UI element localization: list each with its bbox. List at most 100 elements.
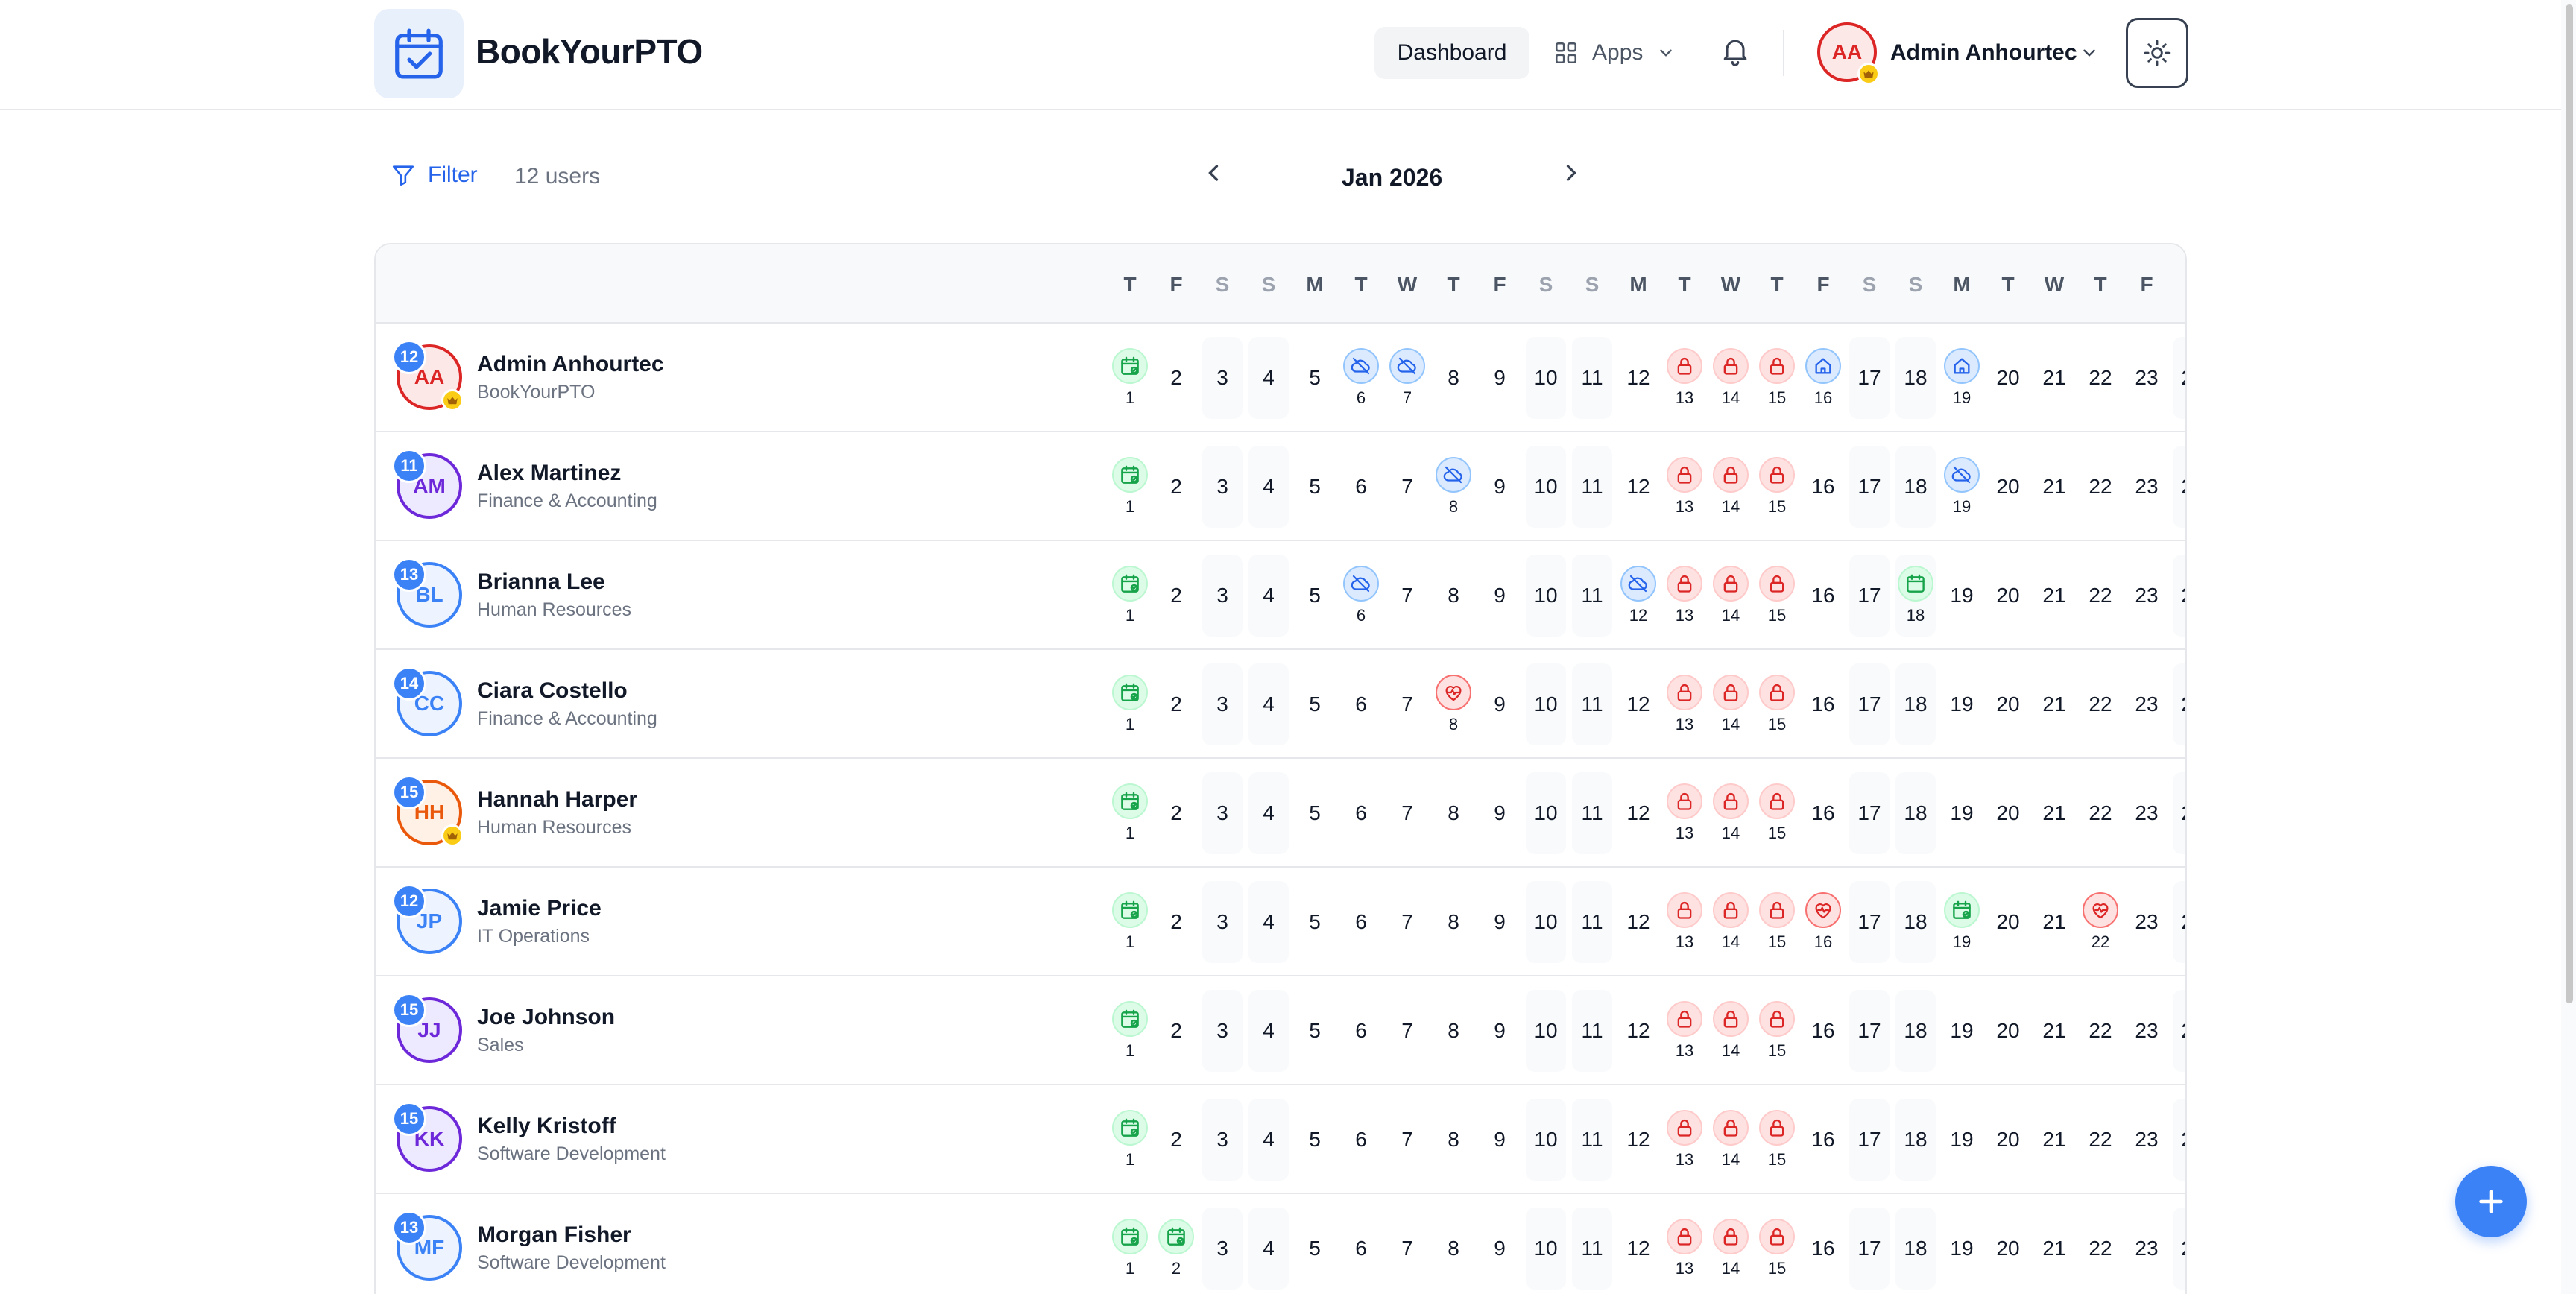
day-cell[interactable]: 21	[2034, 881, 2074, 963]
calendar-check-icon[interactable]	[1112, 566, 1148, 602]
user-avatar[interactable]: AA	[1817, 22, 1880, 85]
day-cell[interactable]: 15	[1757, 446, 1797, 528]
day-cell[interactable]: 21	[2034, 663, 2074, 745]
notifications-button[interactable]	[1719, 34, 1752, 71]
day-cell[interactable]: 2	[1156, 1099, 1196, 1181]
day-cell[interactable]: 6	[1341, 555, 1381, 637]
day-cell[interactable]: 1	[1110, 446, 1150, 528]
day-cell[interactable]: 19	[1942, 881, 1982, 963]
lock-icon[interactable]	[1759, 1110, 1795, 1146]
day-cell[interactable]: 1	[1110, 772, 1150, 854]
day-cell[interactable]: 20	[1988, 881, 2028, 963]
day-cell[interactable]: 6	[1341, 881, 1381, 963]
day-cell[interactable]: 17	[1849, 772, 1890, 854]
cloud-off-icon[interactable]	[1620, 566, 1656, 602]
day-cell[interactable]: 23	[2127, 555, 2167, 637]
prev-month-button[interactable]	[1200, 160, 1227, 190]
day-cell[interactable]: 21	[2034, 772, 2074, 854]
cloud-off-icon[interactable]	[1389, 348, 1425, 384]
day-cell[interactable]: 18	[1895, 881, 1936, 963]
day-cell[interactable]: 20	[1988, 1208, 2028, 1290]
day-cell[interactable]: 9	[1480, 446, 1520, 528]
day-cell[interactable]: 17	[1849, 1208, 1890, 1290]
day-cell[interactable]: 5	[1295, 663, 1335, 745]
user-name[interactable]: Alex Martinez	[477, 461, 622, 485]
day-cell[interactable]: 17	[1849, 555, 1890, 637]
lock-icon[interactable]	[1667, 783, 1702, 819]
day-cell[interactable]: 12	[1618, 1208, 1658, 1290]
day-cell[interactable]: 5	[1295, 446, 1335, 528]
day-cell[interactable]: 18	[1895, 990, 1936, 1072]
lock-icon[interactable]	[1759, 1219, 1795, 1254]
day-cell[interactable]: 7	[1387, 337, 1427, 419]
day-cell[interactable]: 5	[1295, 337, 1335, 419]
day-cell[interactable]: 14	[1711, 1099, 1751, 1181]
day-cell[interactable]: 2	[1156, 990, 1196, 1072]
day-cell[interactable]: 14	[1711, 772, 1751, 854]
day-cell[interactable]: 18	[1895, 337, 1936, 419]
day-cell[interactable]: 12	[1618, 337, 1658, 419]
day-cell[interactable]: 19	[1942, 555, 1982, 637]
day-cell[interactable]: 19	[1942, 337, 1982, 419]
day-cell[interactable]: 20	[1988, 663, 2028, 745]
home-icon[interactable]	[1944, 348, 1980, 384]
cloud-off-icon[interactable]	[1436, 457, 1471, 493]
day-cell[interactable]: 22	[2080, 990, 2121, 1072]
day-cell[interactable]: 8	[1433, 663, 1474, 745]
day-cell[interactable]: 18	[1895, 446, 1936, 528]
day-cell[interactable]: 3	[1202, 663, 1243, 745]
day-cell[interactable]: 6	[1341, 1099, 1381, 1181]
day-cell[interactable]: 17	[1849, 446, 1890, 528]
lock-icon[interactable]	[1713, 675, 1749, 710]
day-cell[interactable]: 3	[1202, 990, 1243, 1072]
day-cell[interactable]: 9	[1480, 772, 1520, 854]
day-cell[interactable]: 22	[2080, 446, 2121, 528]
day-cell[interactable]: 17	[1849, 337, 1890, 419]
user-row[interactable]: BL 13 Brianna Lee Human Resources 1 2 3 4 5 6 7 8 9 1…	[376, 541, 2185, 650]
day-cell[interactable]: 20	[1988, 337, 2028, 419]
day-cell[interactable]: 15	[1757, 772, 1797, 854]
lock-icon[interactable]	[1667, 892, 1702, 928]
user-name[interactable]: Ciara Costello	[477, 678, 628, 703]
day-cell[interactable]: 13	[1664, 990, 1705, 1072]
day-cell[interactable]: 2	[1156, 1208, 1196, 1290]
day-cell[interactable]: 8	[1433, 1099, 1474, 1181]
day-cell[interactable]: 14	[1711, 881, 1751, 963]
day-cell[interactable]: 5	[1295, 555, 1335, 637]
day-cell[interactable]: 22	[2080, 337, 2121, 419]
calendar-check-icon[interactable]	[1158, 1219, 1194, 1254]
theme-toggle-button[interactable]	[2126, 18, 2188, 88]
logo[interactable]	[374, 9, 464, 98]
user-row[interactable]: JJ 15 Joe Johnson Sales 1 2 3 4 5 6 7 8 9 10 11 12 13 14 1…	[376, 976, 2185, 1085]
day-cell[interactable]: 18	[1895, 1208, 1936, 1290]
user-name[interactable]: Admin Anhourtec	[1890, 40, 2077, 65]
day-cell[interactable]: 7	[1387, 1099, 1427, 1181]
day-cell[interactable]: 13	[1664, 881, 1705, 963]
day-cell[interactable]: 24	[2173, 446, 2185, 528]
user-menu-toggle[interactable]	[2080, 43, 2099, 66]
lock-icon[interactable]	[1667, 457, 1702, 493]
day-cell[interactable]: 8	[1433, 990, 1474, 1072]
day-cell[interactable]: 16	[1803, 772, 1843, 854]
day-cell[interactable]: 15	[1757, 555, 1797, 637]
day-cell[interactable]: 2	[1156, 555, 1196, 637]
lock-icon[interactable]	[1713, 1001, 1749, 1037]
day-cell[interactable]: 14	[1711, 337, 1751, 419]
day-cell[interactable]: 10	[1526, 1099, 1566, 1181]
user-row-avatar[interactable]: JJ	[397, 997, 462, 1063]
lock-icon[interactable]	[1759, 675, 1795, 710]
day-cell[interactable]: 2	[1156, 772, 1196, 854]
day-cell[interactable]: 15	[1757, 1099, 1797, 1181]
day-cell[interactable]: 16	[1803, 555, 1843, 637]
day-cell[interactable]: 9	[1480, 990, 1520, 1072]
day-cell[interactable]: 14	[1711, 1208, 1751, 1290]
calendar-check-icon[interactable]	[1112, 348, 1148, 384]
day-cell[interactable]: 1	[1110, 990, 1150, 1072]
day-cell[interactable]: 23	[2127, 337, 2167, 419]
day-cell[interactable]: 5	[1295, 990, 1335, 1072]
day-cell[interactable]: 2	[1156, 446, 1196, 528]
day-cell[interactable]: 21	[2034, 337, 2074, 419]
day-cell[interactable]: 19	[1942, 446, 1982, 528]
day-cell[interactable]: 24	[2173, 555, 2185, 637]
calendar-check-icon[interactable]	[1112, 783, 1148, 819]
